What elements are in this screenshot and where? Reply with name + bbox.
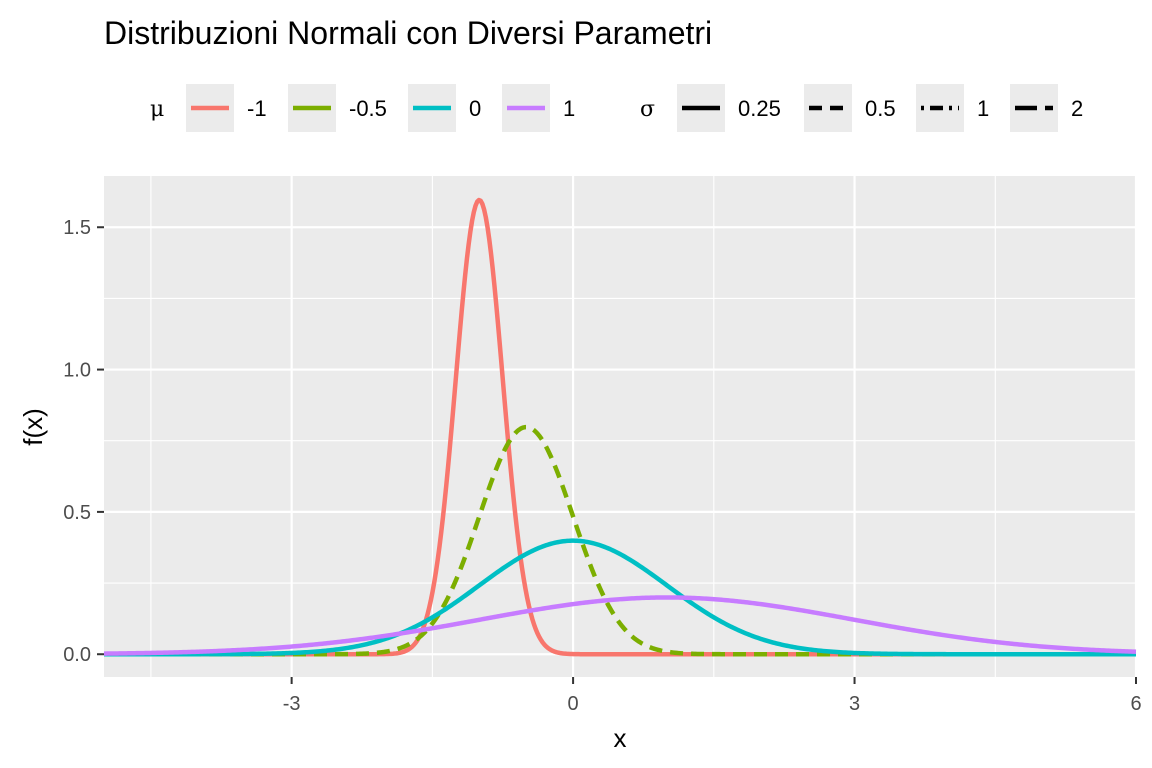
series-line-mu-1 — [103, 595, 1137, 656]
y-tick-label: 0.5 — [63, 502, 91, 524]
legend-mu-title: μ — [150, 97, 164, 122]
x-tick-label: 6 — [1130, 693, 1141, 715]
legend-mu-label: 0 — [469, 96, 481, 121]
legend-mu-label: -1 — [247, 96, 267, 121]
chart-title: Distribuzioni Normali con Diversi Parame… — [104, 15, 712, 51]
legend: μ -1 -0.5 0 1 σ 0.25 0.5 1 2 — [150, 84, 1083, 132]
x-tick-label: 0 — [568, 693, 579, 715]
y-axis-label: f(x) — [18, 408, 48, 446]
series-lines — [103, 197, 1137, 657]
legend-sigma-title: σ — [640, 97, 655, 122]
x-tick-label: -3 — [283, 693, 301, 715]
y-tick-label: 1.0 — [63, 360, 91, 382]
series-line-mu-0 — [103, 538, 1137, 657]
plot-panel — [104, 176, 1136, 677]
x-tick-label: 3 — [849, 693, 860, 715]
legend-mu-label: 1 — [563, 96, 575, 121]
legend-sigma-label: 2 — [1071, 96, 1083, 121]
grid-lines — [104, 176, 1138, 677]
legend-sigma-label: 0.5 — [865, 96, 896, 121]
legend-sigma-label: 1 — [977, 96, 989, 121]
axes: -3 0 3 6 0.0 0.5 1.0 1.5 — [63, 217, 1141, 715]
y-tick-label: 0.0 — [63, 644, 91, 666]
legend-mu-label: -0.5 — [349, 96, 387, 121]
y-tick-label: 1.5 — [63, 217, 91, 239]
legend-sigma-label: 0.25 — [738, 96, 781, 121]
x-axis-label: x — [614, 723, 627, 753]
